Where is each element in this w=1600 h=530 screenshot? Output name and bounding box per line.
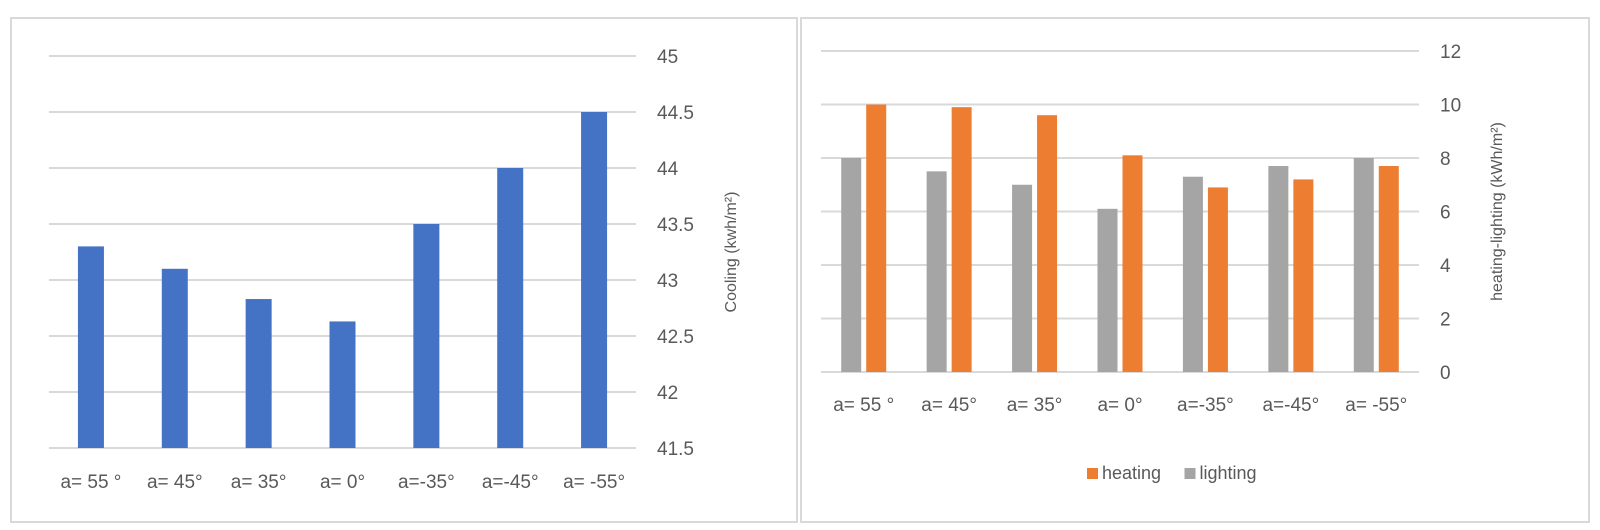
x-category-label: a= 55 ° (833, 395, 894, 416)
heating-lighting-chart-panel: 12 10 8 6 4 2 0 a= 55 ° a= 45° a= 35° a= 0° a=-35° a… (800, 17, 1590, 523)
lighting-bar (1182, 176, 1203, 372)
heating-bar (1207, 187, 1228, 372)
y-tick-label: 43 (657, 271, 678, 292)
lighting-bar (1097, 208, 1118, 372)
y-tick-label: 12 (1440, 42, 1461, 63)
heating-lighting-chart: 12 10 8 6 4 2 0 a= 55 ° a= 45° a= 35° a= 0° a=-35° a… (821, 42, 1506, 483)
x-category-label: a=-35° (398, 472, 455, 493)
x-category-label: a=-45° (482, 472, 539, 493)
y-axis-title: Cooling (kwh/m²) (723, 192, 740, 313)
x-category-label: a=-35° (1177, 395, 1234, 416)
cooling-chart-panel: 45 44.5 44 43.5 43 42.5 42 41.5 a= 55 ° a= 45° a= … (10, 17, 798, 523)
heating-bar (866, 104, 887, 372)
y-tick-label: 10 (1440, 96, 1461, 117)
heating-legend-label: heating (1102, 463, 1161, 483)
y-tick-label: 42.5 (657, 327, 694, 348)
bar (245, 299, 272, 448)
bar (497, 168, 524, 448)
y-tick-label: 6 (1440, 203, 1451, 224)
lighting-bar (1012, 184, 1033, 372)
bar (329, 321, 356, 448)
y-tick-label: 44.5 (657, 103, 694, 124)
heating-bar (1293, 179, 1314, 372)
x-category-label: a= 45° (147, 472, 203, 493)
x-category-label: a= 35° (1007, 395, 1063, 416)
lighting-bar (926, 171, 947, 372)
x-category-label: a= 45° (921, 395, 977, 416)
y-tick-label: 42 (657, 383, 678, 404)
cooling-chart: 45 44.5 44 43.5 43 42.5 42 41.5 a= 55 ° a= 45° a= … (49, 47, 740, 493)
heating-bar (1378, 166, 1399, 372)
y-tick-label: 45 (657, 47, 678, 68)
heating-bar (951, 107, 972, 373)
y-tick-label: 44 (657, 159, 679, 180)
bar (161, 268, 188, 448)
x-category-label: a= 0° (1097, 395, 1142, 416)
y-tick-label: 43.5 (657, 215, 694, 236)
heating-bar (1037, 115, 1058, 372)
lighting-legend-swatch (1184, 468, 1196, 479)
heating-legend-swatch (1087, 468, 1098, 479)
heating-bar (1122, 155, 1143, 372)
x-category-label: a= 35° (231, 472, 287, 493)
y-axis-title: heating-lighting (kWh/m²) (1489, 122, 1506, 301)
lighting-bar (1353, 158, 1374, 372)
bar (413, 224, 440, 448)
bar (77, 246, 104, 448)
x-category-label: a= 55 ° (60, 472, 121, 493)
bar (581, 112, 608, 448)
y-tick-label: 2 (1440, 310, 1451, 331)
x-category-label: a= 0° (320, 472, 365, 493)
y-tick-label: 41.5 (657, 439, 694, 460)
y-tick-label: 0 (1440, 363, 1451, 384)
lighting-legend-label: lighting (1200, 463, 1257, 483)
x-category-label: a=-45° (1262, 395, 1319, 416)
x-category-label: a= -55° (1345, 395, 1407, 416)
y-tick-label: 8 (1440, 149, 1451, 170)
lighting-bar (841, 158, 862, 372)
lighting-bar (1268, 166, 1289, 372)
y-tick-label: 4 (1440, 256, 1451, 277)
x-category-label: a= -55° (563, 472, 625, 493)
